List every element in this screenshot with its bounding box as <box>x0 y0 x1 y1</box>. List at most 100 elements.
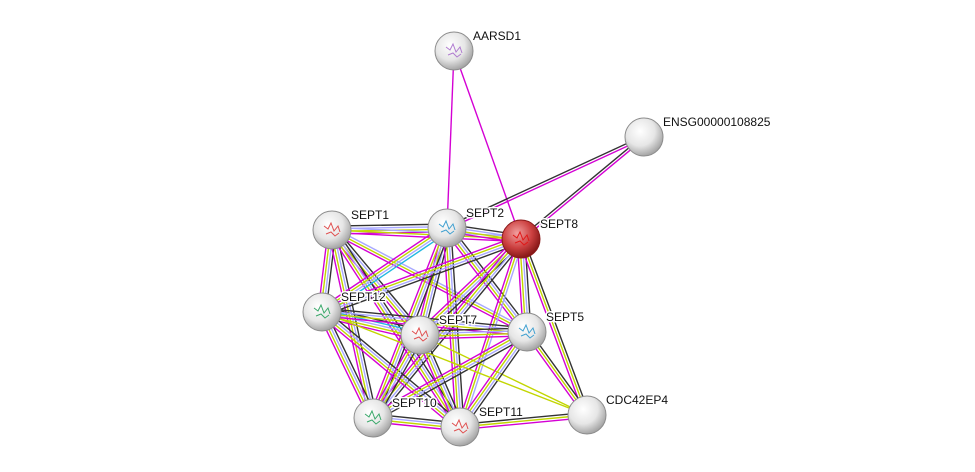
edge-aarsd1-sept2[interactable] <box>446 50 455 229</box>
evidence-line-experiments <box>521 137 646 241</box>
protein-structure-icon <box>313 303 331 319</box>
protein-structure-icon <box>451 418 469 434</box>
edge-sept5-sept10[interactable] <box>370 327 530 423</box>
node-sept11[interactable]: SEPT11 <box>440 404 525 447</box>
node-label: SEPT2 <box>466 206 504 220</box>
node-label: SEPT7 <box>439 313 477 327</box>
evidence-line-coexpression <box>374 334 530 423</box>
evidence-line-experiments <box>319 314 458 431</box>
node-bubble[interactable] <box>567 395 607 435</box>
evidence-line-experiments <box>517 239 586 417</box>
evidence-line-coexpression <box>334 227 464 426</box>
evidence-line-experiments <box>453 50 522 240</box>
edge-sept12-cdc42ep4[interactable] <box>321 311 588 416</box>
node-bubble[interactable] <box>302 292 342 332</box>
node-cdc42ep4[interactable]: CDC42EP4 <box>567 392 670 435</box>
protein-structure-icon <box>518 323 536 339</box>
evidence-line-textmining <box>419 334 588 416</box>
edge-sept2-sept12[interactable] <box>319 224 450 316</box>
node-label: SEPT12 <box>341 290 386 304</box>
edge-sept7-cdc42ep4[interactable] <box>419 334 588 416</box>
evidence-line-coexpression <box>459 411 587 426</box>
node-sept5[interactable]: SEPT5 <box>507 309 586 352</box>
evidence-line-experiments <box>460 416 588 431</box>
evidence-line-experiments <box>447 137 645 230</box>
evidence-line-experiments <box>319 224 446 310</box>
evidence-line-homology <box>322 310 462 427</box>
protein-structure-icon <box>323 221 341 237</box>
node-sept10[interactable]: SEPT10 <box>353 395 439 438</box>
node-sept12[interactable]: SEPT12 <box>302 289 388 332</box>
node-bubble[interactable] <box>434 31 474 71</box>
evidence-line-experiments <box>369 236 519 416</box>
node-sept8[interactable]: SEPT8 <box>501 216 580 259</box>
node-sept2[interactable]: SEPT2 <box>427 205 506 248</box>
node-bubble[interactable] <box>312 210 352 250</box>
node-bubble[interactable] <box>507 312 547 352</box>
nodes-layer: AARSD1 ENSG00000108825 SEPT1 SEPT2 SEPT8 SEPT… <box>302 28 772 447</box>
evidence-line-homology <box>373 332 528 420</box>
edges-layer <box>317 50 646 432</box>
protein-structure-icon <box>512 230 530 246</box>
evidence-line-coexpression <box>522 237 591 415</box>
evidence-line-textmining <box>320 312 460 429</box>
evidence-line-homology <box>322 311 375 418</box>
evidence-line-coexpression <box>519 135 644 239</box>
node-label: SEPT5 <box>546 310 584 324</box>
node-bubble[interactable] <box>427 208 467 248</box>
node-aarsd1[interactable]: AARSD1 <box>434 28 523 71</box>
node-bubble[interactable] <box>624 117 664 157</box>
evidence-line-coexpression <box>375 241 525 421</box>
edge-aarsd1-sept8[interactable] <box>453 50 522 240</box>
evidence-line-homology <box>332 228 462 427</box>
node-label: CDC42EP4 <box>606 393 668 407</box>
protein-structure-icon <box>411 326 429 342</box>
evidence-line-coexpression <box>324 308 463 425</box>
evidence-line-coexpression <box>450 227 465 427</box>
evidence-line-homology <box>322 228 449 314</box>
evidence-line-coexpression <box>331 223 447 227</box>
edge-ensg00000108825-sept2[interactable] <box>446 135 645 230</box>
evidence-line-textmining <box>445 228 527 334</box>
evidence-line-coexpression <box>323 242 523 317</box>
evidence-line-textmining <box>331 229 522 240</box>
node-bubble[interactable] <box>353 398 393 438</box>
node-label: ENSG00000108825 <box>663 115 771 129</box>
node-label: SEPT8 <box>540 217 578 231</box>
protein-structure-icon <box>364 409 382 425</box>
evidence-line-coexpression <box>446 135 644 228</box>
evidence-line-homology <box>373 239 523 420</box>
edge-sept12-sept11[interactable] <box>319 308 463 431</box>
evidence-line-databases <box>323 230 450 316</box>
evidence-line-textmining <box>520 238 588 416</box>
node-ensg00000108825[interactable]: ENSG00000108825 <box>624 114 772 157</box>
evidence-line-homology <box>332 226 522 238</box>
node-label: SEPT10 <box>392 396 437 410</box>
edge-sept11-cdc42ep4[interactable] <box>459 411 588 431</box>
node-sept1[interactable]: SEPT1 <box>312 207 391 250</box>
evidence-line-experiments <box>320 234 520 309</box>
node-label: SEPT11 <box>479 405 523 419</box>
evidence-line-textmining <box>321 237 521 312</box>
edge-sept8-cdc42ep4[interactable] <box>517 237 591 417</box>
evidence-line-homology <box>322 239 522 314</box>
node-bubble[interactable] <box>440 407 480 447</box>
edge-ensg00000108825-sept8[interactable] <box>519 135 646 241</box>
evidence-line-coexpression <box>462 333 531 430</box>
node-label: AARSD1 <box>473 29 521 43</box>
node-bubble[interactable] <box>400 315 440 355</box>
evidence-line-textmining <box>321 311 588 416</box>
protein-structure-icon <box>445 42 463 58</box>
edge-sept8-sept12[interactable] <box>320 234 523 317</box>
evidence-line-textmining <box>372 330 527 418</box>
node-sept7[interactable]: SEPT7 <box>400 312 479 355</box>
evidence-line-textmining <box>320 312 373 419</box>
evidence-line-textmining <box>459 414 588 428</box>
evidence-line-homology <box>447 226 529 332</box>
evidence-line-experiments <box>370 327 526 416</box>
evidence-line-textmining <box>320 226 447 312</box>
protein-structure-icon <box>438 219 456 235</box>
node-bubble[interactable] <box>501 219 541 259</box>
